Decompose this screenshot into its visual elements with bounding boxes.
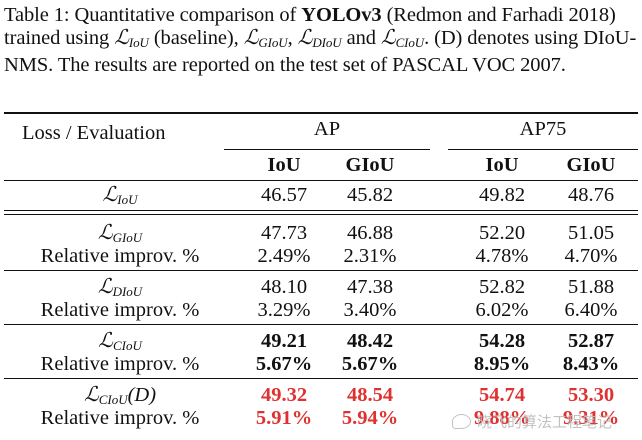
- caption-subscript: DIoU: [312, 35, 342, 50]
- table-cell: 5.91%: [255, 407, 313, 429]
- row-rule: [4, 324, 638, 325]
- table-cell: 49.32: [260, 384, 308, 406]
- group-rule-ap75: [448, 149, 638, 150]
- table-cell: 49.21: [260, 330, 308, 352]
- row-rule: [4, 214, 638, 215]
- table-cell: 8.43%: [562, 353, 620, 375]
- table-cell: 49.82: [478, 184, 526, 206]
- caption-text: (Redmon and Farhadi 2018) trained using: [4, 4, 616, 49]
- table-cell: 54.28: [478, 330, 526, 352]
- column-header-loss: Loss / Evaluation: [22, 122, 166, 144]
- table-cell: 47.38: [346, 276, 394, 298]
- table-cell: 8.95%: [473, 353, 531, 375]
- row-rule: [4, 270, 638, 271]
- row-label: ℒIoU: [4, 183, 236, 212]
- table-cell: 54.74: [478, 384, 526, 406]
- row-label: Relative improv. %: [40, 407, 200, 429]
- table-cell: 46.88: [346, 222, 394, 244]
- table-cell: 45.82: [346, 184, 394, 206]
- caption-subscript: IoU: [128, 35, 149, 50]
- row-rule: [4, 210, 638, 211]
- column-subheader: IoU: [485, 154, 519, 176]
- caption-loss-symbol: ℒ: [380, 27, 396, 49]
- wechat-icon: [452, 414, 471, 429]
- table-cell: 3.40%: [343, 299, 397, 321]
- table-cell: 48.42: [346, 330, 394, 352]
- loss-symbol: ℒ: [83, 384, 99, 406]
- table-cell: 3.29%: [257, 299, 311, 321]
- table-cell: 46.57: [260, 184, 308, 206]
- row-label: ℒCIoU(D): [4, 383, 236, 412]
- table-cell: 53.30: [567, 384, 615, 406]
- row-label: Relative improv. %: [40, 299, 200, 321]
- loss-symbol: ℒ: [97, 276, 113, 298]
- caption-loss-symbol: ℒ: [114, 27, 129, 49]
- row-label: ℒGIoU: [4, 221, 236, 250]
- loss-symbol: ℒ: [98, 330, 113, 352]
- watermark: 晓飞的算法工程笔记: [452, 411, 638, 435]
- table-cell: 52.20: [478, 222, 526, 244]
- row-label: ℒCIoU: [4, 329, 236, 358]
- caption-subscript: GIoU: [258, 35, 288, 50]
- table-top-rule: [4, 112, 638, 114]
- column-subheader: GIoU: [566, 154, 616, 176]
- table-cell: 9.31%: [562, 407, 620, 429]
- loss-suffix: (D): [127, 384, 157, 406]
- table-cell: 48.54: [346, 384, 394, 406]
- column-subheader: GIoU: [345, 154, 395, 176]
- caption-text: ,: [287, 27, 298, 49]
- table-cell: 4.78%: [475, 245, 529, 267]
- watermark-text: 晓飞的算法工程笔记: [477, 413, 613, 431]
- column-subheader: IoU: [267, 154, 301, 176]
- caption-text: Table 1: Quantitative comparison of: [4, 4, 302, 26]
- table-cell: 51.88: [567, 276, 615, 298]
- loss-symbol: ℒ: [97, 222, 113, 244]
- header-bottom-rule: [4, 180, 638, 181]
- table-cell: 51.05: [567, 222, 615, 244]
- loss-subscript: CIoU: [112, 338, 142, 353]
- table-cell: 9.88%: [473, 407, 531, 429]
- table-cell: 2.31%: [343, 245, 397, 267]
- table-cell: 48.76: [567, 184, 615, 206]
- column-group-ap: AP: [313, 118, 341, 140]
- table-cell: 4.70%: [564, 245, 618, 267]
- caption-text: . (D) denotes using DIoU-NMS. The result…: [4, 27, 637, 76]
- loss-subscript: CIoU: [98, 392, 128, 407]
- caption-text: and: [341, 27, 381, 49]
- table-caption: Table 1: Quantitative comparison of YOLO…: [4, 4, 640, 77]
- loss-subscript: GIoU: [112, 230, 143, 245]
- table-cell: 52.82: [478, 276, 526, 298]
- caption-text: (baseline),: [148, 27, 244, 49]
- table-cell: 52.87: [567, 330, 615, 352]
- loss-subscript: DIoU: [112, 284, 143, 299]
- table-cell: 48.10: [260, 276, 308, 298]
- table-cell: 47.73: [260, 222, 308, 244]
- table-cell: 5.94%: [341, 407, 399, 429]
- table-cell: 5.67%: [341, 353, 399, 375]
- caption-model: YOLOv3: [301, 4, 382, 26]
- row-label: Relative improv. %: [40, 353, 200, 375]
- loss-symbol: ℒ: [102, 184, 118, 206]
- table-cell: 5.67%: [255, 353, 313, 375]
- table-cell: 6.40%: [564, 299, 618, 321]
- column-group-ap75: AP75: [519, 118, 567, 140]
- row-rule: [4, 378, 638, 379]
- table-cell: 6.02%: [475, 299, 529, 321]
- group-rule-ap: [224, 149, 430, 150]
- caption-subscript: CIoU: [395, 35, 425, 50]
- row-label: ℒDIoU: [4, 275, 236, 304]
- caption-loss-symbol: ℒ: [243, 27, 259, 49]
- loss-subscript: IoU: [117, 192, 138, 207]
- row-label: Relative improv. %: [40, 245, 200, 267]
- caption-loss-symbol: ℒ: [297, 27, 313, 49]
- table-cell: 2.49%: [257, 245, 311, 267]
